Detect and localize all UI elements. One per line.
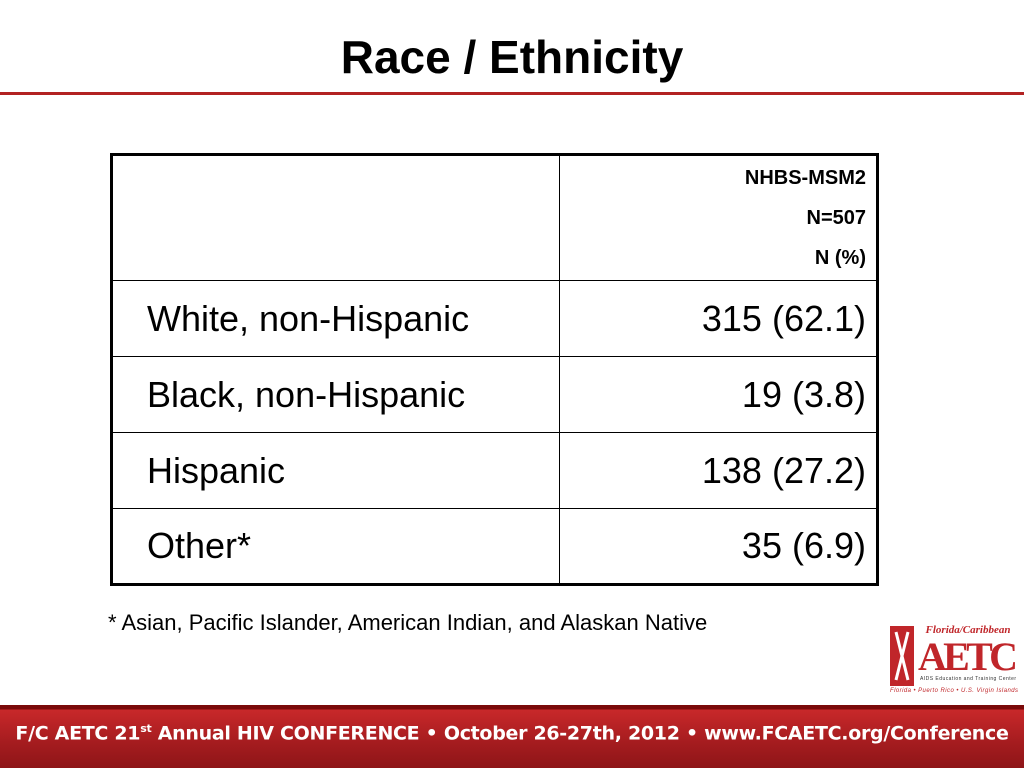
cell: 315 (62.1) [559, 280, 878, 357]
cell: White, non-Hispanic [111, 280, 560, 357]
row: White, non-Hispanic 315 (62.1) [111, 280, 878, 357]
row: Black, non-Hispanic 19 (3.8) [111, 356, 878, 433]
header-cell: NHBS-MSM2 N=507 N (%) [559, 154, 878, 281]
footer-rest: Annual HIV CONFERENCE • October 26-27th,… [151, 722, 1009, 745]
logo-places: Florida • Puerto Rico • U.S. Virgin Isla… [890, 688, 1018, 694]
slide-title: Race / Ethnicity [340, 31, 684, 83]
logo-subtitle: AIDS Education and Training Center [920, 676, 1016, 682]
cell: 35 (6.9) [559, 508, 878, 585]
logo-top: Florida/Caribbean [925, 624, 1011, 636]
footer-text: F/C AETC 21st Annual HIV CONFERENCE • Oc… [0, 722, 1024, 744]
footer-lead: F/C AETC 21 [15, 722, 141, 745]
header-row: NHBS-MSM2 N=507 N (%) [111, 154, 878, 281]
cell: 19 (3.8) [559, 356, 878, 433]
header-cell [111, 154, 560, 281]
footer-sup: st [140, 722, 152, 735]
cell: 138 (27.2) [559, 432, 878, 509]
logo: Florida/Caribbean AETC AIDS Education an… [888, 622, 1020, 698]
footnote: * Asian, Pacific Islander, American Indi… [108, 610, 708, 635]
cell: Black, non-Hispanic [111, 356, 560, 433]
header-line: N (%) [814, 247, 866, 269]
header-line: N=507 [806, 207, 867, 229]
logo-name: AETC [918, 634, 1018, 679]
row: Hispanic 138 (27.2) [111, 432, 878, 509]
cell: Hispanic [111, 432, 560, 509]
row: Other* 35 (6.9) [111, 508, 878, 585]
logo-ribbon [894, 631, 910, 681]
footer-banner [0, 705, 1024, 768]
cell: Other* [111, 508, 560, 585]
header-line: NHBS-MSM2 [744, 167, 866, 189]
title-rule [0, 92, 1024, 95]
data-table: NHBS-MSM2 N=507 N (%) White, non-Hispani… [110, 153, 879, 586]
